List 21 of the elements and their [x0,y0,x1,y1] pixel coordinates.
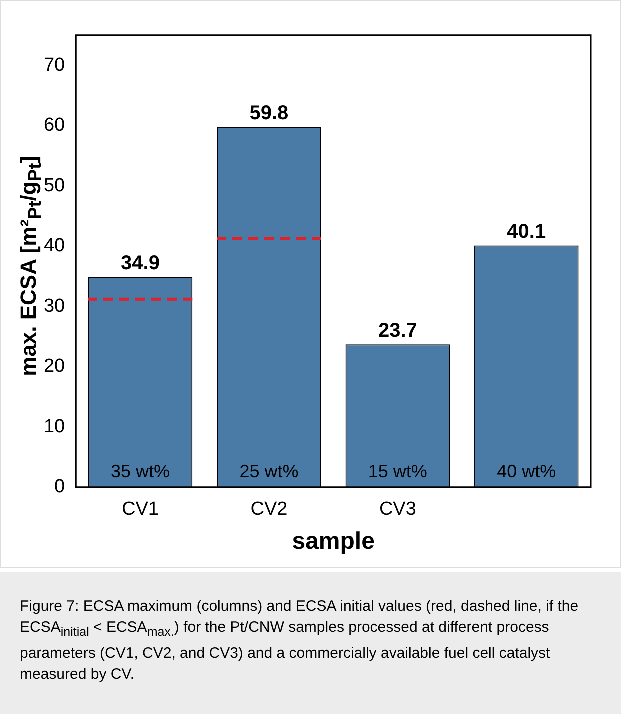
annotation: 40 wt% [497,461,556,482]
data-label: 23.7 [378,320,418,342]
y-tick-label: 70 [44,54,66,76]
y-tick-label: 20 [44,356,66,378]
y-tick-label: 60 [44,115,66,136]
y-tick-label: 10 [44,416,66,438]
data-label: 40.1 [507,221,546,244]
y-tick-label: 0 [54,476,66,498]
data-label: 59.8 [250,102,289,125]
annotation: 35 wt% [110,461,170,482]
x-tick-label: CV3 [379,499,416,520]
data-label: 34.9 [121,252,160,275]
y-tick-label: 40 [44,236,66,257]
y-tick-label: 50 [44,175,66,196]
annotation: 25 wt% [240,461,299,482]
x-tick-label: CV2 [250,499,288,520]
caption: Figure 7: ECSA maximum (columns) and ECSA initial values (red, dashed line, if the ECSA$_{initial}$ < ECSA$_{max.}$) for the Pt/CNW samples processed at different process parameters (CV1, CV2, and CV3) and a commercially available fuel cell catalyst measured by CV. [20,597,580,685]
x-tick-label: CV1 [122,499,159,520]
x-axis-title: sample [292,528,375,556]
annotation: 15 wt% [368,461,428,482]
y-tick-label: 30 [44,296,66,317]
